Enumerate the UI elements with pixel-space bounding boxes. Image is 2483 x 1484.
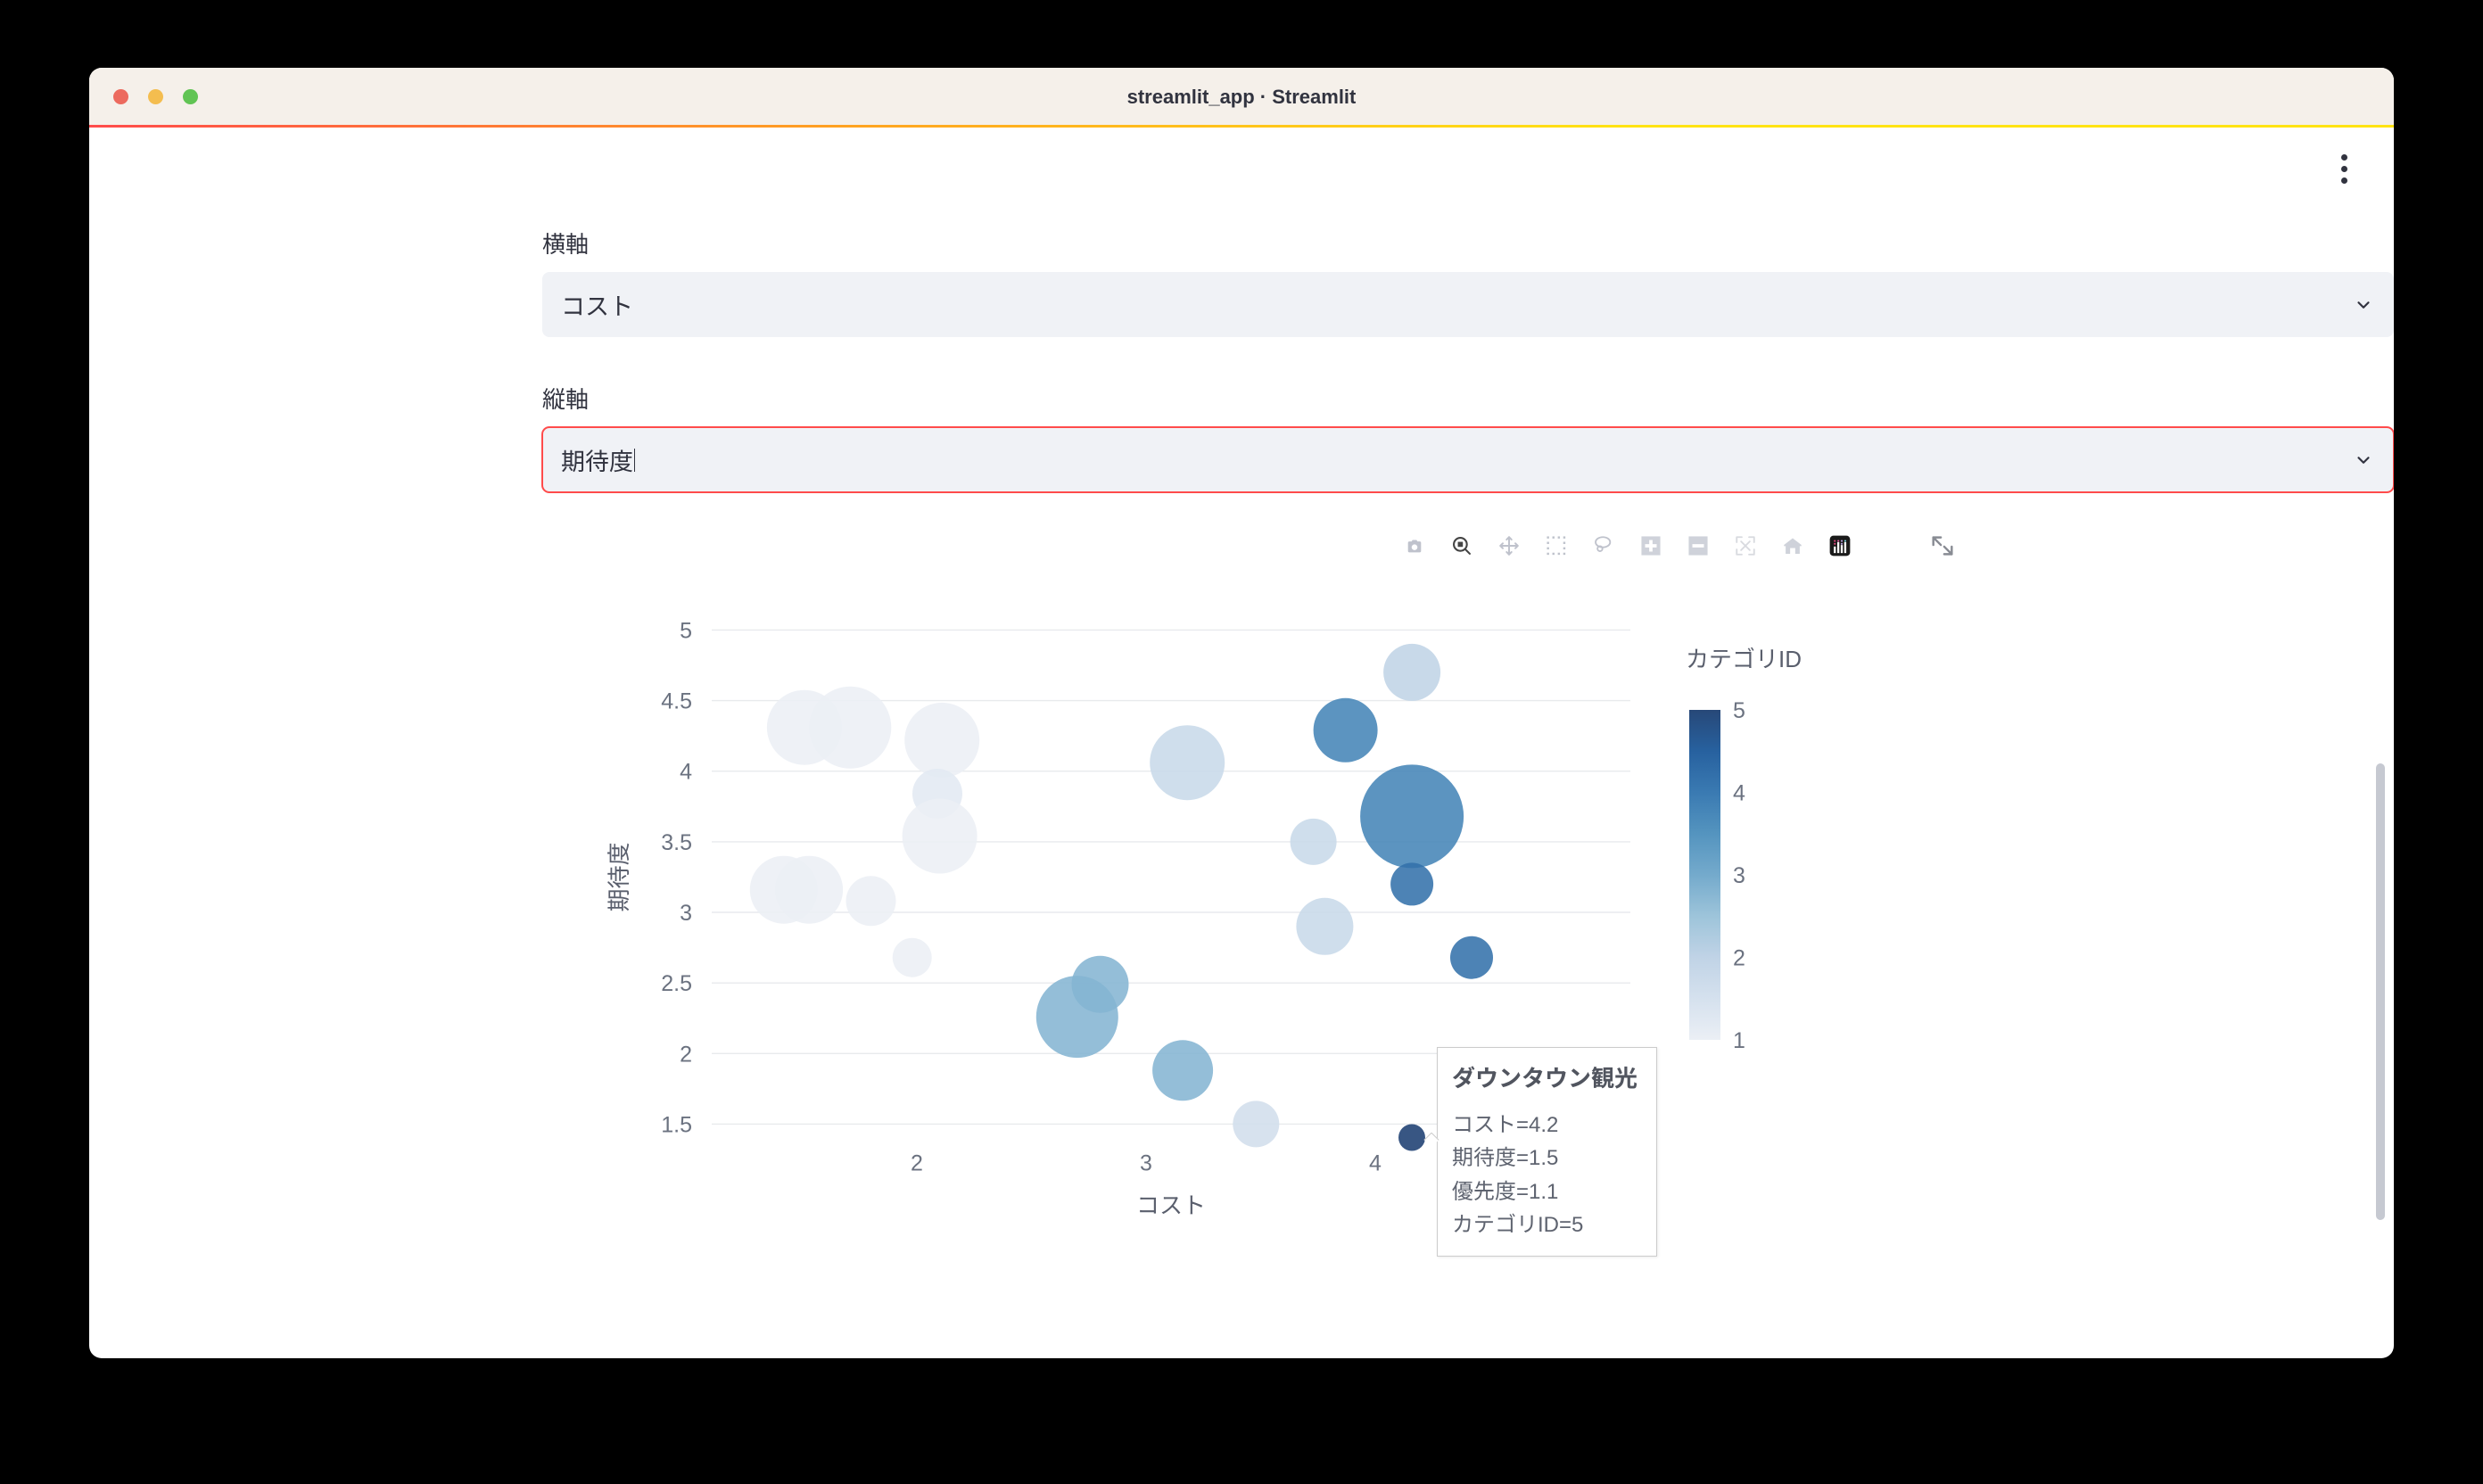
svg-text:4: 4 (680, 760, 692, 785)
svg-text:3: 3 (680, 901, 692, 926)
svg-text:コスト: コスト (1136, 1191, 1206, 1218)
svg-text:2: 2 (680, 1042, 692, 1067)
svg-text:3: 3 (1140, 1150, 1152, 1175)
svg-text:4: 4 (1369, 1150, 1382, 1175)
svg-text:カテゴリID: カテゴリID (1686, 646, 1802, 672)
svg-text:1.5: 1.5 (661, 1112, 692, 1137)
svg-text:2: 2 (1733, 946, 1745, 971)
svg-text:4: 4 (1733, 781, 1745, 806)
svg-text:1: 1 (1733, 1028, 1745, 1053)
svg-text:3: 3 (1733, 863, 1745, 888)
svg-text:期待度: 期待度 (606, 842, 632, 911)
svg-text:2: 2 (911, 1150, 923, 1175)
svg-text:5: 5 (1733, 698, 1745, 723)
svg-text:4.5: 4.5 (661, 689, 692, 714)
svg-text:2.5: 2.5 (661, 971, 692, 996)
svg-text:5: 5 (680, 618, 692, 643)
svg-text:3.5: 3.5 (661, 830, 692, 855)
